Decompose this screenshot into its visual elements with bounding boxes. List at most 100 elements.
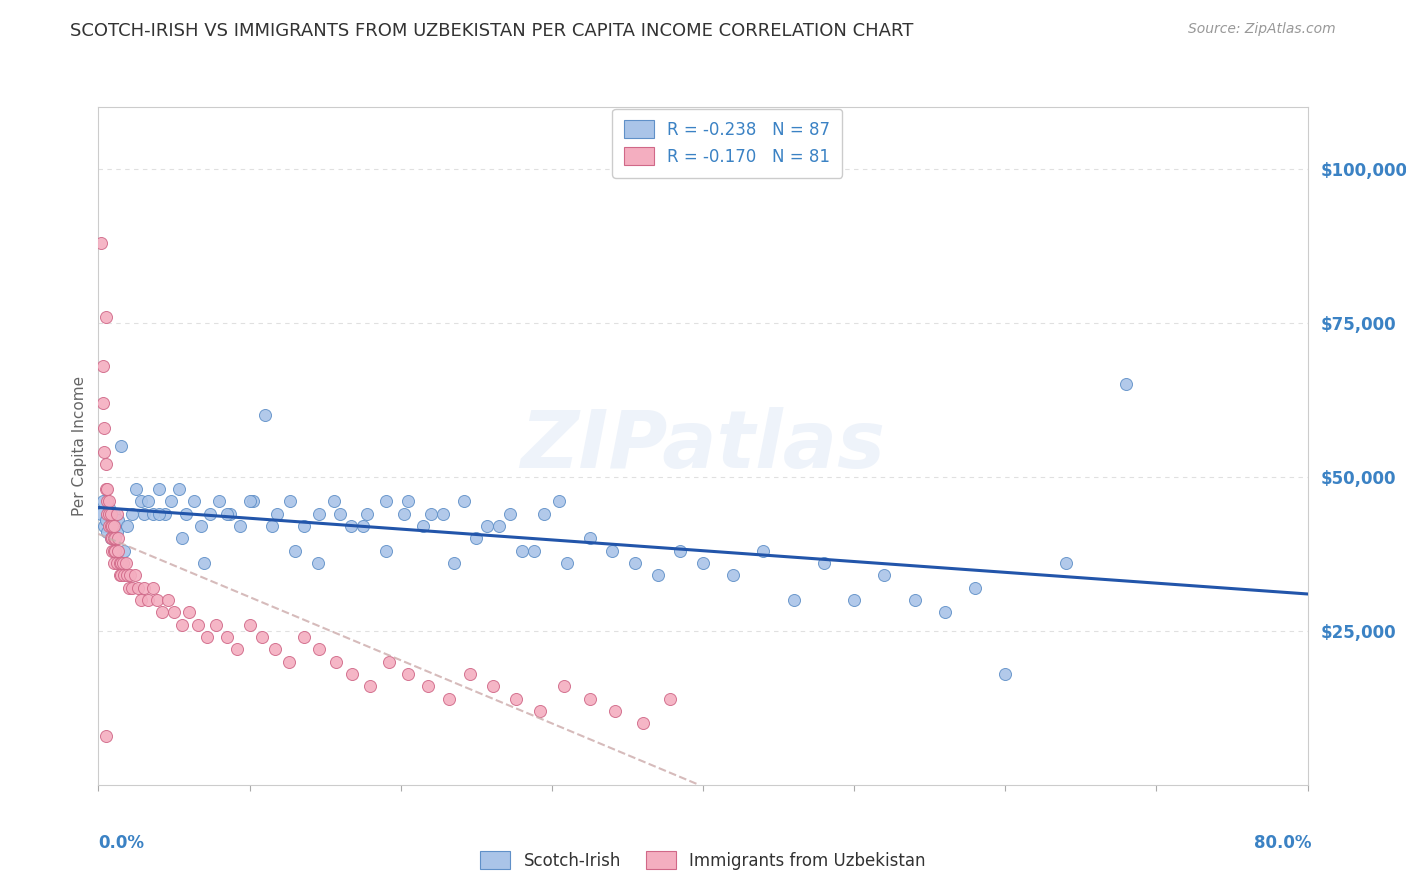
- Point: [329, 507, 352, 521]
- Point: [239, 494, 262, 508]
- Point: [193, 556, 215, 570]
- Point: [555, 556, 578, 570]
- Text: SCOTCH-IRISH VS IMMIGRANTS FROM UZBEKISTAN PER CAPITA INCOME CORRELATION CHART: SCOTCH-IRISH VS IMMIGRANTS FROM UZBEKIST…: [70, 22, 914, 40]
- Point: [721, 568, 744, 582]
- Point: [465, 532, 488, 546]
- Point: [115, 519, 138, 533]
- Point: [115, 568, 138, 582]
- Point: [605, 704, 627, 718]
- Point: [658, 691, 681, 706]
- Point: [396, 494, 419, 508]
- Point: [103, 543, 125, 558]
- Point: [505, 691, 527, 706]
- Point: [669, 543, 692, 558]
- Point: [96, 494, 118, 508]
- Point: [250, 630, 273, 644]
- Point: [103, 532, 125, 546]
- Point: [114, 556, 136, 570]
- Point: [510, 543, 533, 558]
- Point: [103, 556, 125, 570]
- Point: [475, 519, 498, 533]
- Point: [107, 543, 129, 558]
- Point: [93, 420, 115, 434]
- Point: [284, 543, 307, 558]
- Point: [101, 532, 124, 546]
- Point: [104, 532, 127, 546]
- Point: [307, 556, 329, 570]
- Point: [160, 494, 183, 508]
- Point: [146, 593, 169, 607]
- Point: [90, 235, 112, 250]
- Point: [107, 513, 129, 527]
- Text: ZIPatlas: ZIPatlas: [520, 407, 886, 485]
- Point: [578, 691, 600, 706]
- Point: [782, 593, 804, 607]
- Point: [105, 525, 128, 540]
- Point: [392, 507, 415, 521]
- Text: 80.0%: 80.0%: [1254, 834, 1312, 852]
- Point: [110, 568, 132, 582]
- Point: [356, 507, 378, 521]
- Point: [229, 519, 252, 533]
- Point: [105, 556, 128, 570]
- Point: [308, 507, 330, 521]
- Point: [101, 519, 124, 533]
- Point: [374, 494, 396, 508]
- Point: [101, 513, 124, 527]
- Point: [96, 482, 118, 496]
- Point: [101, 543, 124, 558]
- Point: [208, 494, 231, 508]
- Point: [602, 543, 624, 558]
- Point: [100, 519, 122, 533]
- Point: [111, 556, 134, 570]
- Point: [533, 507, 555, 521]
- Point: [412, 519, 434, 533]
- Point: [98, 494, 121, 508]
- Point: [548, 494, 571, 508]
- Point: [437, 691, 460, 706]
- Y-axis label: Per Capita Income: Per Capita Income: [72, 376, 87, 516]
- Point: [280, 494, 302, 508]
- Point: [103, 507, 125, 521]
- Point: [100, 532, 122, 546]
- Point: [205, 617, 228, 632]
- Point: [93, 445, 115, 459]
- Point: [904, 593, 927, 607]
- Text: Source: ZipAtlas.com: Source: ZipAtlas.com: [1188, 22, 1336, 37]
- Point: [631, 716, 654, 731]
- Point: [200, 507, 222, 521]
- Legend: R = -0.238   N = 87, R = -0.170   N = 81: R = -0.238 N = 87, R = -0.170 N = 81: [613, 109, 842, 178]
- Point: [107, 532, 129, 546]
- Point: [994, 667, 1017, 681]
- Point: [498, 507, 520, 521]
- Point: [453, 494, 475, 508]
- Point: [187, 617, 209, 632]
- Point: [458, 667, 481, 681]
- Point: [215, 507, 238, 521]
- Point: [104, 543, 127, 558]
- Point: [163, 606, 186, 620]
- Point: [692, 556, 714, 570]
- Point: [342, 667, 364, 681]
- Point: [174, 507, 197, 521]
- Point: [183, 494, 205, 508]
- Point: [352, 519, 374, 533]
- Point: [325, 655, 347, 669]
- Point: [624, 556, 647, 570]
- Point: [142, 581, 165, 595]
- Point: [292, 519, 315, 533]
- Point: [360, 679, 382, 693]
- Point: [340, 519, 363, 533]
- Point: [219, 507, 242, 521]
- Point: [129, 494, 152, 508]
- Point: [190, 519, 212, 533]
- Point: [110, 439, 132, 453]
- Point: [262, 519, 284, 533]
- Point: [125, 482, 148, 496]
- Point: [100, 507, 122, 521]
- Point: [266, 507, 288, 521]
- Point: [156, 593, 179, 607]
- Point: [965, 581, 987, 595]
- Point: [419, 507, 441, 521]
- Point: [308, 642, 330, 657]
